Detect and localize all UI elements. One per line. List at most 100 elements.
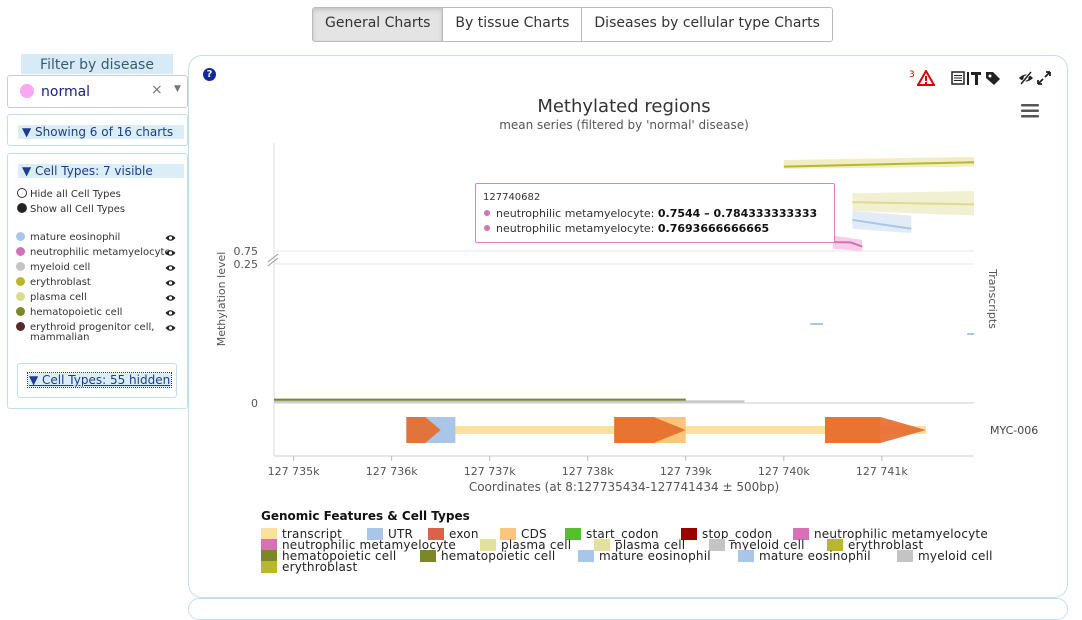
series-line-neutrophilic-metamyelocyte bbox=[832, 241, 863, 248]
eye-icon[interactable] bbox=[165, 294, 176, 302]
legend-item[interactable]: mature eosinophil bbox=[738, 549, 871, 563]
y-axis-label: Methylation level bbox=[215, 252, 228, 347]
eye-icon[interactable] bbox=[165, 234, 176, 242]
legend-swatch bbox=[681, 528, 697, 540]
legend-label: erythroblast bbox=[282, 560, 358, 574]
legend-item[interactable]: myeloid cell bbox=[897, 549, 993, 563]
x-tick-label: 127 741k bbox=[856, 465, 908, 478]
eye-icon[interactable] bbox=[165, 324, 176, 332]
legend-label: mature eosinophil bbox=[759, 549, 871, 563]
cell-type-item: neutrophilic metamyelocyte bbox=[16, 247, 171, 258]
legend-swatch bbox=[500, 528, 516, 540]
legend-item[interactable]: stop_codon bbox=[681, 527, 772, 541]
x-tick-label: 127 737k bbox=[464, 465, 516, 478]
legend-item[interactable]: hematopoietic cell bbox=[420, 549, 555, 563]
exon-arrow bbox=[824, 417, 926, 443]
cell-type-item: plasma cell bbox=[16, 292, 87, 303]
legend-item[interactable]: neutrophilic metamyelocyte bbox=[261, 538, 456, 552]
legend-item[interactable]: start_codon bbox=[565, 527, 659, 541]
legend-item[interactable]: erythroblast bbox=[261, 560, 357, 574]
warning-icon[interactable] bbox=[917, 70, 935, 86]
legend-label: start_codon bbox=[586, 527, 659, 541]
legend-item[interactable]: CDS bbox=[500, 527, 547, 541]
visibility-off-icon[interactable] bbox=[1018, 71, 1034, 85]
tooltip-value: 0.7693666666665 bbox=[657, 222, 770, 235]
show-all-label: Show all Cell Types bbox=[30, 204, 126, 215]
charts-summary-box: ▼ Showing 6 of 16 charts bbox=[7, 114, 188, 146]
legend-swatch bbox=[565, 528, 581, 540]
legend-item[interactable]: neutrophilic metamyelocyte bbox=[793, 527, 988, 541]
legend-item[interactable]: UTR bbox=[367, 527, 413, 541]
chart-tabs: General Charts By tissue Charts Diseases… bbox=[312, 7, 833, 42]
legend-label: CDS bbox=[521, 527, 547, 541]
text-toggle-icon[interactable] bbox=[966, 70, 982, 86]
legend-item[interactable]: mature eosinophil bbox=[578, 549, 711, 563]
legend-label: UTR bbox=[388, 527, 414, 541]
cell-types-toggle[interactable]: ▼ Cell Types: 7 visible bbox=[18, 164, 184, 178]
series-line-mature-eosinophil bbox=[852, 218, 912, 230]
menu-icon[interactable] bbox=[1020, 103, 1040, 119]
eye-icon[interactable] bbox=[165, 309, 176, 317]
legend-label: exon bbox=[449, 527, 479, 541]
tooltip-label: neutrophilic metamyelocyte: bbox=[496, 222, 655, 235]
legend-item[interactable]: plasma cell bbox=[594, 538, 685, 552]
chart-subtitle: mean series (filtered by 'normal' diseas… bbox=[499, 118, 749, 132]
fullscreen-icon[interactable] bbox=[1036, 70, 1052, 86]
cell-type-label: hematopoietic cell bbox=[30, 307, 123, 318]
tooltip-label: neutrophilic metamyelocyte: bbox=[496, 207, 655, 220]
legend-swatch bbox=[709, 539, 725, 551]
eye-icon[interactable] bbox=[165, 249, 176, 257]
x-tick-label: 127 740k bbox=[758, 465, 810, 478]
series-line-erythroblast bbox=[783, 161, 975, 168]
data-table-icon[interactable] bbox=[951, 71, 965, 85]
tab-by-tissue-charts[interactable]: By tissue Charts bbox=[443, 8, 583, 41]
tab-general-charts[interactable]: General Charts bbox=[313, 8, 444, 41]
chevron-down-icon[interactable]: ▼ bbox=[174, 84, 181, 94]
legend-label: transcript bbox=[282, 527, 343, 541]
cell-type-item: myeloid cell bbox=[16, 262, 90, 273]
axis-break-mark bbox=[267, 253, 279, 267]
legend-swatch bbox=[827, 539, 843, 551]
help-icon[interactable]: ? bbox=[203, 68, 216, 81]
x-tick-label: 127 738k bbox=[562, 465, 614, 478]
cell-type-label: plasma cell bbox=[30, 292, 87, 303]
legend-item[interactable]: hematopoietic cell bbox=[261, 549, 396, 563]
exon-arrow bbox=[406, 417, 441, 443]
legend-label: mature eosinophil bbox=[599, 549, 711, 563]
disease-select[interactable]: normal × ▼ bbox=[7, 75, 188, 108]
legend-label: myeloid cell bbox=[730, 538, 805, 552]
legend-item[interactable]: myeloid cell bbox=[709, 538, 805, 552]
hidden-cell-types-toggle[interactable]: ▼ Cell Types: 55 hidden bbox=[26, 372, 173, 388]
legend-swatch bbox=[261, 539, 277, 551]
x-tick-label: 127 739k bbox=[660, 465, 712, 478]
tooltip-row-mean: neutrophilic metamyelocyte: 0.7693666666… bbox=[484, 222, 769, 235]
legend-swatch bbox=[261, 528, 277, 540]
legend-label: neutrophilic metamyelocyte bbox=[814, 527, 988, 541]
legend-swatch bbox=[738, 550, 754, 562]
disease-color-dot bbox=[20, 84, 34, 98]
cell-type-color-dot bbox=[16, 292, 25, 301]
eye-icon[interactable] bbox=[165, 264, 176, 272]
tab-diseases-by-cellular-type[interactable]: Diseases by cellular type Charts bbox=[582, 8, 832, 41]
legend-label: neutrophilic metamyelocyte bbox=[282, 538, 456, 552]
series-bullet-icon bbox=[484, 210, 490, 216]
cell-type-color-dot bbox=[16, 277, 25, 286]
legend-title: Genomic Features & Cell Types bbox=[261, 509, 470, 523]
legend-item[interactable]: plasma cell bbox=[480, 538, 571, 552]
legend-item[interactable]: erythroblast bbox=[827, 538, 923, 552]
clear-selection-icon[interactable]: × bbox=[151, 82, 163, 98]
cell-type-label: erythroid progenitor cell, bbox=[30, 322, 155, 333]
cell-type-color-dot bbox=[16, 307, 25, 316]
y-tick-label: 0 bbox=[251, 397, 258, 410]
legend-item[interactable]: transcript bbox=[261, 527, 342, 541]
hide-all-cell-types-option[interactable]: Hide all Cell Types bbox=[17, 188, 121, 200]
legend-item[interactable]: exon bbox=[428, 527, 479, 541]
legend-swatch bbox=[793, 528, 809, 540]
tag-icon[interactable] bbox=[985, 70, 1001, 86]
eye-icon[interactable] bbox=[165, 279, 176, 287]
transcript-name: MYC-006 bbox=[990, 424, 1038, 437]
show-all-cell-types-option[interactable]: Show all Cell Types bbox=[17, 203, 125, 215]
charts-summary-toggle[interactable]: ▼ Showing 6 of 16 charts bbox=[18, 125, 184, 139]
mature-eosinophil-band bbox=[852, 211, 912, 234]
hide-all-label: Hide all Cell Types bbox=[30, 189, 121, 200]
